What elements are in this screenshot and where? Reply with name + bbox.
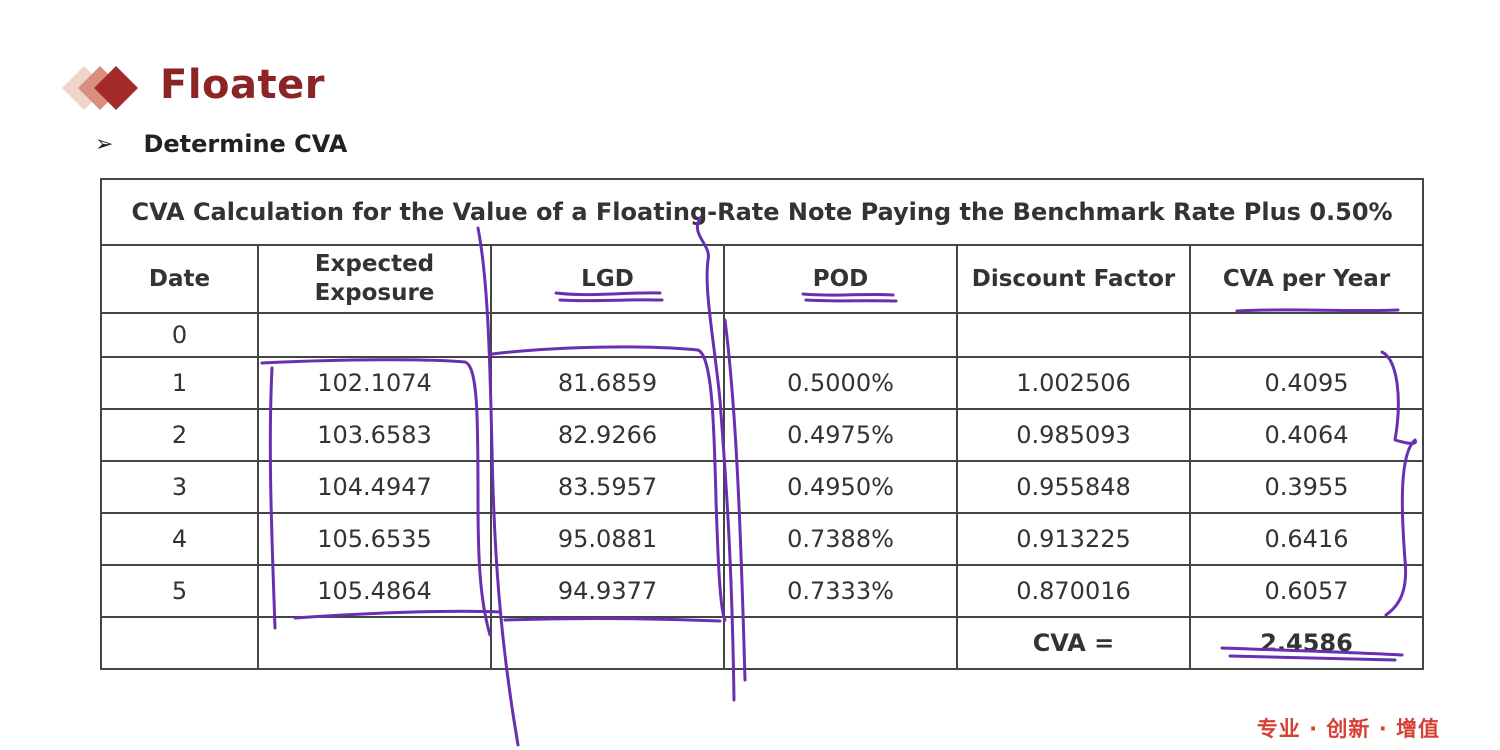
cell-expected-exposure: 103.6583 <box>257 408 492 462</box>
cell-expected-exposure: 105.4864 <box>257 564 492 618</box>
table-total-row: CVA = 2.4586 <box>100 616 1425 670</box>
cell-date: 2 <box>100 408 259 462</box>
cell-discount-factor: 0.913225 <box>956 512 1191 566</box>
slide-title: Floater <box>160 62 325 108</box>
cell-cva-per-year: 0.4095 <box>1188 356 1425 410</box>
cell-empty <box>100 616 259 670</box>
cell-empty <box>257 616 492 670</box>
table-row: 1 102.1074 81.6859 0.5000% 1.002506 0.40… <box>100 356 1425 410</box>
cell-discount-factor: 0.870016 <box>956 564 1191 618</box>
cell-expected-exposure: 102.1074 <box>257 356 492 410</box>
cell-cva-per-year <box>1188 312 1425 358</box>
header-lgd: LGD <box>490 244 725 314</box>
table-row: 5 105.4864 94.9377 0.7333% 0.870016 0.60… <box>100 564 1425 618</box>
cell-pod <box>723 312 958 358</box>
cell-cva-per-year: 0.4064 <box>1188 408 1425 462</box>
bullet-text: Determine CVA <box>143 130 348 158</box>
cell-empty <box>723 616 958 670</box>
cell-date: 3 <box>100 460 259 514</box>
cell-cva-per-year: 0.6416 <box>1188 512 1425 566</box>
cell-pod: 0.4975% <box>723 408 958 462</box>
header-discount-factor: Discount Factor <box>956 244 1191 314</box>
cell-empty <box>490 616 725 670</box>
table-row: 2 103.6583 82.9266 0.4975% 0.985093 0.40… <box>100 408 1425 462</box>
table-caption: CVA Calculation for the Value of a Float… <box>99 178 1425 246</box>
cell-pod: 0.7333% <box>723 564 958 618</box>
bullet-point: ➢ Determine CVA <box>95 130 347 158</box>
cell-expected-exposure: 105.6535 <box>257 512 492 566</box>
diamond-logo-icon <box>62 66 138 110</box>
cell-lgd: 94.9377 <box>490 564 725 618</box>
cell-pod: 0.4950% <box>723 460 958 514</box>
footer-slogan: 专业 · 创新 · 增值 <box>1256 717 1440 741</box>
header-date: Date <box>100 244 259 314</box>
cva-table: CVA Calculation for the Value of a Float… <box>99 178 1425 670</box>
table-row: 4 105.6535 95.0881 0.7388% 0.913225 0.64… <box>100 512 1425 566</box>
cell-cva-per-year: 0.3955 <box>1188 460 1425 514</box>
header-pod: POD <box>723 244 958 314</box>
arrow-bullet-icon: ➢ <box>95 131 114 157</box>
cell-discount-factor: 0.955848 <box>956 460 1191 514</box>
table-row: 0 <box>100 312 1425 358</box>
table-row: 3 104.4947 83.5957 0.4950% 0.955848 0.39… <box>100 460 1425 514</box>
cell-expected-exposure <box>257 312 492 358</box>
cell-date: 5 <box>100 564 259 618</box>
cell-expected-exposure: 104.4947 <box>257 460 492 514</box>
cell-lgd: 83.5957 <box>490 460 725 514</box>
header-cva-per-year: CVA per Year <box>1188 244 1425 314</box>
cell-discount-factor <box>956 312 1191 358</box>
cell-lgd: 95.0881 <box>490 512 725 566</box>
cell-discount-factor: 1.002506 <box>956 356 1191 410</box>
cell-date: 1 <box>100 356 259 410</box>
cell-lgd: 81.6859 <box>490 356 725 410</box>
table-header-row: Date Expected Exposure LGD POD Discount … <box>100 244 1425 314</box>
header-expected-exposure: Expected Exposure <box>257 244 492 314</box>
cell-lgd: 82.9266 <box>490 408 725 462</box>
cell-date: 0 <box>100 312 259 358</box>
cell-pod: 0.5000% <box>723 356 958 410</box>
cva-total-label: CVA = <box>956 616 1191 670</box>
cell-discount-factor: 0.985093 <box>956 408 1191 462</box>
cell-pod: 0.7388% <box>723 512 958 566</box>
cell-date: 4 <box>100 512 259 566</box>
cva-total-value: 2.4586 <box>1188 616 1425 670</box>
cell-lgd <box>490 312 725 358</box>
cell-cva-per-year: 0.6057 <box>1188 564 1425 618</box>
